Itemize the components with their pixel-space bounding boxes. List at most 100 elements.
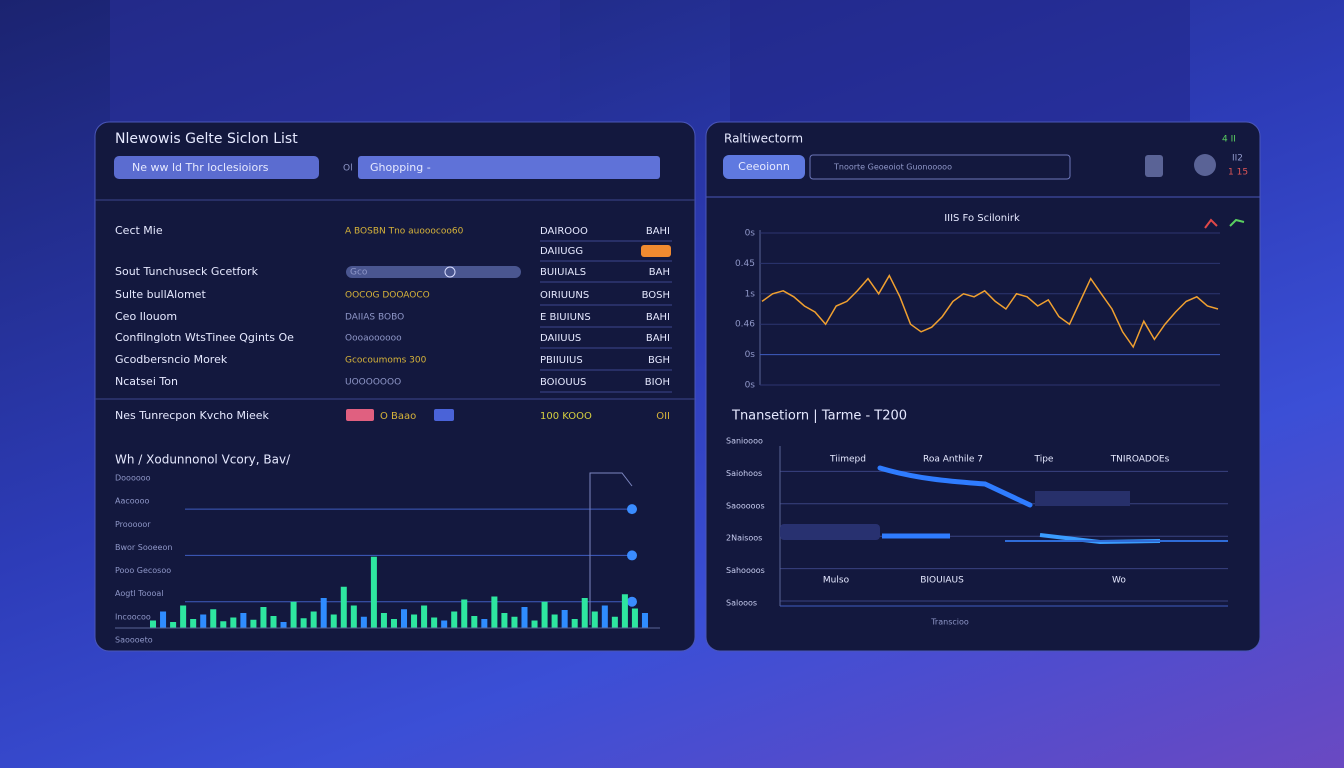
chart-label: Doooooo — [115, 474, 151, 483]
bar — [621, 594, 628, 628]
section-title: Tnansetiorn | Tarme - T200 — [731, 409, 907, 424]
bar — [240, 613, 247, 628]
search-button[interactable] — [114, 156, 319, 179]
row-label: Salooos — [726, 599, 757, 608]
bar — [340, 586, 347, 628]
bar — [501, 613, 508, 628]
y-tick-label: 0s — [745, 350, 756, 360]
row-value: BGH — [648, 355, 670, 366]
row-value: BIOH — [645, 377, 670, 388]
row-name: Gcodbersncio Morek — [115, 353, 228, 366]
bar — [310, 611, 317, 628]
row-name: Ceo Ilouom — [115, 310, 177, 323]
right-panel — [705, 121, 1261, 652]
row-label: Saiohoos — [726, 469, 762, 478]
input[interactable] — [809, 154, 1071, 180]
row-detail: OOCOG DOOAOCO — [345, 291, 430, 301]
bracket — [589, 472, 633, 625]
search-field[interactable] — [358, 156, 660, 179]
bar — [521, 607, 528, 628]
row-status: 100 KOOO — [540, 411, 592, 422]
icon[interactable] — [1194, 154, 1216, 176]
row-detail: A BOSBN Tno auooocoo60 — [345, 227, 464, 237]
bottom-label: Wo — [1112, 576, 1126, 586]
row-label: 2Naisoos — [726, 534, 762, 543]
slider — [346, 266, 521, 278]
bar — [601, 605, 608, 628]
bottom-label: Mulso — [823, 576, 850, 586]
panel-title: Raltiwectorm — [724, 132, 803, 146]
bar — [551, 614, 558, 628]
footer: Transcioo — [930, 618, 969, 627]
row-value: BAHI — [646, 333, 670, 344]
row-status: OIRIUUNS — [540, 290, 589, 301]
bar — [180, 605, 187, 628]
row-status: PBIIUIUS — [540, 355, 583, 366]
line-series — [761, 274, 1219, 349]
bar — [411, 614, 418, 628]
button-label: Ceeoionn — [738, 160, 790, 173]
bar — [360, 616, 367, 628]
bar — [210, 609, 217, 628]
bar — [170, 622, 177, 628]
rows: Cect Mie A BOSBN Tno auooocoo60 DAIROOO BAH… — [115, 224, 672, 422]
bar — [581, 598, 588, 628]
row-detail: Gco — [350, 268, 368, 278]
bar — [491, 596, 498, 628]
bar — [380, 613, 387, 628]
row-name: Sulte bullAlomet — [115, 288, 206, 301]
indicator: 4 II — [1222, 135, 1236, 145]
bar — [270, 616, 277, 628]
bar — [451, 611, 458, 628]
y-tick-label: 0.45 — [735, 259, 755, 269]
bar-chart: Doooooo Aacoooo Prooooor Bwor Sooeeon Pooo G… — [115, 472, 660, 645]
row-status: E BIUIUNS — [540, 312, 591, 323]
bar — [611, 616, 618, 628]
bar — [461, 599, 468, 628]
row-value: OII — [656, 411, 670, 422]
bar — [641, 613, 648, 628]
icon[interactable] — [1145, 155, 1163, 177]
marker — [627, 596, 637, 607]
row-name: Ncatsei Ton — [115, 375, 178, 388]
row-label: Sanioooo — [726, 437, 763, 446]
indicator: 1 15 — [1228, 168, 1248, 178]
bar — [471, 616, 478, 628]
chart-label: Aacoooo — [115, 497, 149, 506]
tag — [434, 409, 454, 421]
panel-title: Nlewowis Gelte Siclon List — [115, 131, 298, 147]
bar — [370, 556, 377, 628]
left-panel — [94, 121, 696, 652]
action-button[interactable] — [723, 155, 805, 179]
bar — [320, 598, 327, 628]
row-name: Confilnglotn WtsTinee Qgints Oe — [115, 331, 294, 344]
bar — [541, 601, 548, 628]
bar — [401, 609, 408, 628]
chart-label: Pooo Gecosoo — [115, 566, 171, 575]
decor — [877, 465, 1033, 508]
y-tick-label: 1s — [745, 289, 756, 299]
row-status: DAIIUUS — [540, 333, 581, 344]
bar — [250, 619, 257, 628]
bar — [290, 601, 297, 628]
row-label: Saooooos — [726, 501, 765, 510]
marker — [627, 504, 637, 515]
chart-label: Incoocoo — [115, 612, 151, 621]
row-detail: Gcocoumoms 300 — [345, 356, 427, 366]
button-label: Ne ww ld Thr loclesioiors — [132, 161, 269, 174]
row-name: Cect Mie — [115, 224, 163, 237]
row-value: BAH — [649, 267, 670, 278]
bar — [390, 619, 397, 628]
column-header: Roa Anthile 7 — [923, 455, 983, 465]
input-text: Tnoorte Geoeoiot Guonooooo — [833, 163, 952, 172]
row-label: Sahoooos — [726, 566, 765, 575]
chart-title: IIIS Fo Scilonirk — [944, 213, 1020, 224]
chart-label: Prooooor — [115, 520, 151, 529]
row-status: BUIUIALS — [540, 267, 586, 278]
indicator: II2 — [1232, 154, 1243, 164]
line-chart: 0s 0.45 1s 0.46 0s 0s — [735, 229, 1220, 391]
chart-label: Bwor Sooeeon — [115, 543, 172, 552]
row-status: DAIROOO — [540, 226, 588, 237]
